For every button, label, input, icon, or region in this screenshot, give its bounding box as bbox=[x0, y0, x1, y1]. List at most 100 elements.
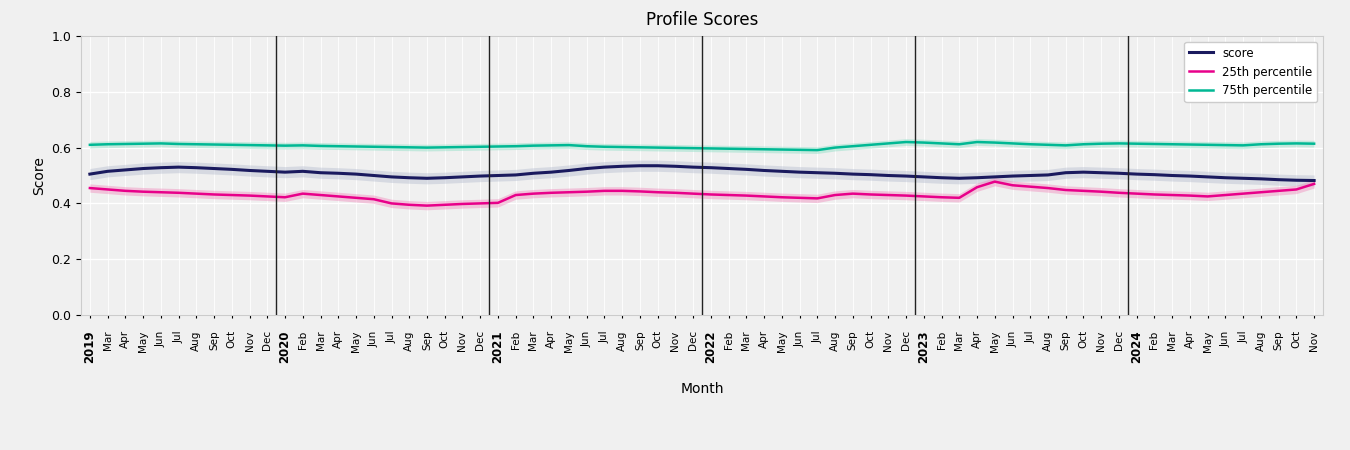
Text: Nov: Nov bbox=[671, 330, 680, 351]
Text: Nov: Nov bbox=[883, 330, 894, 351]
Text: Oct: Oct bbox=[652, 330, 663, 348]
Text: Oct: Oct bbox=[1079, 330, 1088, 348]
25th percentile bbox=[472, 201, 489, 206]
Text: Aug: Aug bbox=[830, 330, 840, 351]
Text: 2021: 2021 bbox=[491, 330, 505, 363]
Text: Nov: Nov bbox=[1096, 330, 1106, 351]
Text: Jul: Jul bbox=[1238, 330, 1249, 343]
Text: Sep: Sep bbox=[1061, 330, 1071, 350]
75th percentile bbox=[1305, 141, 1322, 146]
Text: Sep: Sep bbox=[209, 330, 219, 350]
Text: Mar: Mar bbox=[954, 330, 964, 350]
Text: May: May bbox=[1203, 330, 1212, 352]
Text: 2022: 2022 bbox=[705, 330, 717, 363]
Legend: score, 25th percentile, 75th percentile: score, 25th percentile, 75th percentile bbox=[1184, 42, 1318, 102]
Text: Jun: Jun bbox=[1007, 330, 1018, 346]
Text: Nov: Nov bbox=[458, 330, 467, 351]
25th percentile bbox=[82, 185, 99, 191]
75th percentile bbox=[366, 144, 382, 149]
Text: 2023: 2023 bbox=[917, 330, 930, 363]
score bbox=[366, 173, 382, 178]
Text: Sep: Sep bbox=[634, 330, 645, 350]
Text: Feb: Feb bbox=[724, 330, 733, 349]
Text: Mar: Mar bbox=[103, 330, 112, 350]
75th percentile bbox=[242, 142, 258, 148]
Text: Oct: Oct bbox=[440, 330, 450, 348]
score bbox=[774, 169, 790, 174]
Text: Mar: Mar bbox=[1168, 330, 1177, 350]
Text: Jul: Jul bbox=[1025, 330, 1035, 343]
25th percentile bbox=[774, 194, 790, 200]
Text: Jul: Jul bbox=[386, 330, 397, 343]
Text: Oct: Oct bbox=[865, 330, 876, 348]
Y-axis label: Score: Score bbox=[31, 156, 46, 195]
75th percentile bbox=[756, 147, 772, 152]
75th percentile bbox=[898, 140, 914, 145]
score bbox=[82, 171, 99, 177]
Text: Jul: Jul bbox=[813, 330, 822, 343]
score bbox=[632, 163, 648, 168]
25th percentile bbox=[418, 203, 435, 208]
25th percentile bbox=[242, 193, 258, 198]
Text: Apr: Apr bbox=[1185, 330, 1195, 348]
Line: 75th percentile: 75th percentile bbox=[90, 142, 1314, 150]
Text: Dec: Dec bbox=[1114, 330, 1125, 351]
Text: Oct: Oct bbox=[227, 330, 236, 348]
Text: Dec: Dec bbox=[900, 330, 911, 351]
75th percentile bbox=[82, 142, 99, 148]
Text: Aug: Aug bbox=[192, 330, 201, 351]
75th percentile bbox=[1164, 142, 1180, 147]
Text: Apr: Apr bbox=[333, 330, 343, 348]
Text: Jul: Jul bbox=[599, 330, 609, 343]
score bbox=[455, 174, 471, 180]
Text: May: May bbox=[564, 330, 574, 352]
Text: Nov: Nov bbox=[1310, 330, 1319, 351]
Text: May: May bbox=[776, 330, 787, 352]
Text: Mar: Mar bbox=[316, 330, 325, 350]
X-axis label: Month: Month bbox=[680, 382, 724, 396]
Text: May: May bbox=[351, 330, 360, 352]
Text: Jun: Jun bbox=[1220, 330, 1230, 346]
Line: score: score bbox=[90, 166, 1314, 180]
Text: 2020: 2020 bbox=[278, 330, 292, 363]
Text: Dec: Dec bbox=[262, 330, 273, 351]
Text: Apr: Apr bbox=[120, 330, 131, 348]
Text: Mar: Mar bbox=[528, 330, 539, 350]
score bbox=[1146, 172, 1162, 177]
75th percentile bbox=[455, 144, 471, 150]
Text: May: May bbox=[138, 330, 148, 352]
Text: Dec: Dec bbox=[688, 330, 698, 351]
Line: 25th percentile: 25th percentile bbox=[90, 182, 1314, 206]
Title: Profile Scores: Profile Scores bbox=[645, 11, 759, 29]
Text: 2019: 2019 bbox=[84, 330, 96, 363]
25th percentile bbox=[366, 197, 382, 202]
Text: Dec: Dec bbox=[475, 330, 485, 351]
score bbox=[242, 168, 258, 173]
Text: Oct: Oct bbox=[1292, 330, 1301, 348]
Text: Sep: Sep bbox=[1273, 330, 1284, 350]
Text: Sep: Sep bbox=[423, 330, 432, 350]
Text: Mar: Mar bbox=[741, 330, 752, 350]
Text: Aug: Aug bbox=[1044, 330, 1053, 351]
Text: Nov: Nov bbox=[244, 330, 255, 351]
Text: Feb: Feb bbox=[298, 330, 308, 349]
score bbox=[1129, 171, 1145, 177]
Text: Apr: Apr bbox=[972, 330, 981, 348]
75th percentile bbox=[597, 144, 613, 149]
Text: Jun: Jun bbox=[795, 330, 805, 346]
Text: 2024: 2024 bbox=[1130, 330, 1143, 363]
Text: Jun: Jun bbox=[155, 330, 166, 346]
Text: Jun: Jun bbox=[582, 330, 591, 346]
Text: Apr: Apr bbox=[759, 330, 769, 348]
Text: Aug: Aug bbox=[404, 330, 414, 351]
Text: Apr: Apr bbox=[547, 330, 556, 348]
Text: Jun: Jun bbox=[369, 330, 379, 346]
Text: May: May bbox=[990, 330, 1000, 352]
Text: Feb: Feb bbox=[1149, 330, 1160, 349]
Text: Sep: Sep bbox=[848, 330, 857, 350]
25th percentile bbox=[614, 188, 630, 194]
Text: Aug: Aug bbox=[617, 330, 628, 351]
score bbox=[1305, 178, 1322, 183]
Text: Jul: Jul bbox=[174, 330, 184, 343]
25th percentile bbox=[1305, 181, 1322, 187]
